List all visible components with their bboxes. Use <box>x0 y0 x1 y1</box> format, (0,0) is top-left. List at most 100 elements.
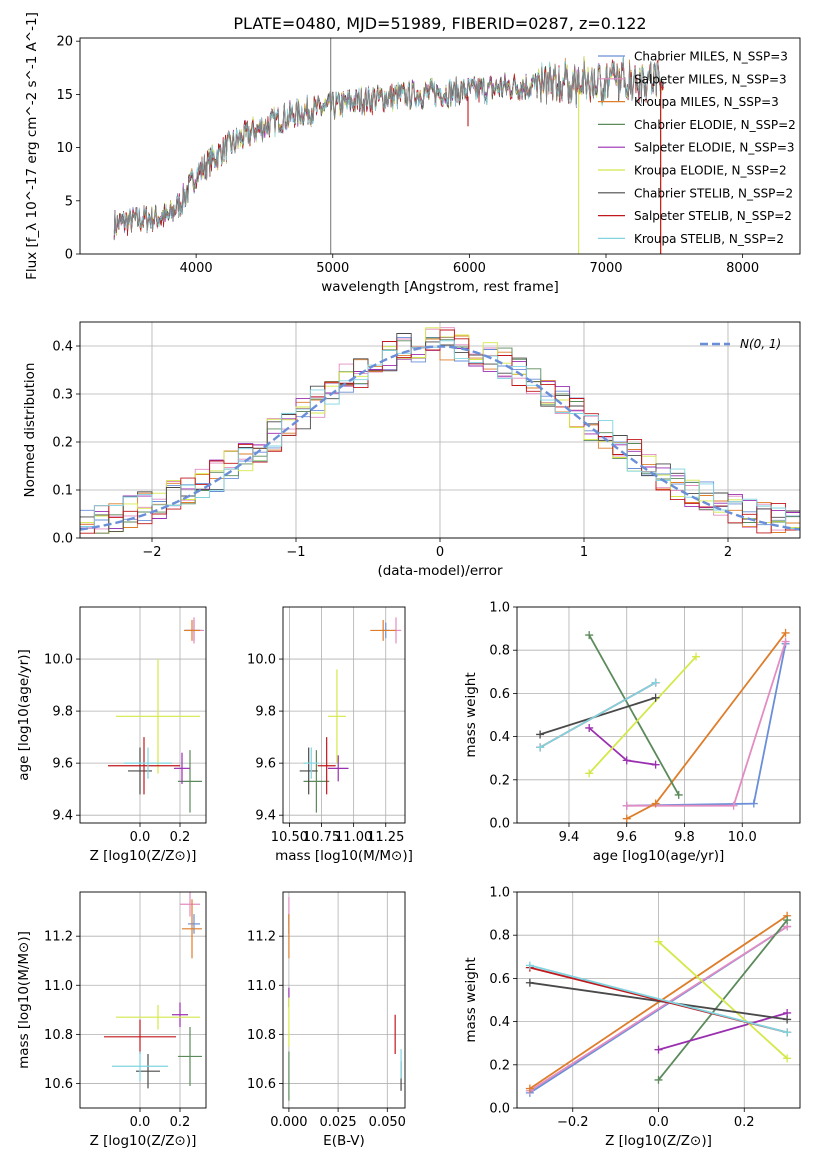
y-axis-label: mass weight <box>463 672 479 757</box>
figure-title: PLATE=0480, MJD=51989, FIBERID=0287, z=0… <box>233 14 646 33</box>
x-tick-label: 11.00 <box>335 830 372 845</box>
y-tick-label: 0.6 <box>489 687 510 702</box>
y-tick-label: 9.8 <box>52 705 73 720</box>
legend-entry-5: Kroupa ELODIE, N_SSP=2 <box>634 164 787 178</box>
y-tick-label: 1.0 <box>489 601 510 616</box>
weight-marker-6-0 <box>536 730 545 739</box>
y-tick-label: 0.4 <box>489 1015 510 1030</box>
y-tick-label: 0.4 <box>52 340 73 355</box>
weight-marker-4-0 <box>654 1045 663 1054</box>
axes-frame <box>79 606 207 824</box>
y-tick-label: 10.0 <box>44 653 73 668</box>
x-tick-label: 0.000 <box>270 1115 307 1130</box>
y-tick-label: 9.4 <box>52 809 73 824</box>
weight-line-5 <box>657 941 788 1059</box>
y-tick-label: 0.6 <box>489 972 510 987</box>
plot-area-mass_vs_ebv <box>288 896 402 1101</box>
weight-marker-6-1 <box>783 1015 792 1024</box>
plot-area-age_vs_mass <box>299 617 402 813</box>
y-tick-label: 0.0 <box>52 532 73 547</box>
weight-marker-5-0 <box>585 769 594 778</box>
x-tick-label: 9.8 <box>674 830 695 845</box>
axes-frame <box>516 606 801 824</box>
weight-marker-0-1 <box>749 799 758 808</box>
weight-line-4 <box>658 1012 788 1051</box>
y-tick-label: 20 <box>56 35 73 50</box>
x-tick-label: 0.0 <box>648 1115 669 1130</box>
panel-mass_vs_ebv: 0.000 0.025 0.050 10.6 10.8 11.0 11.2 E(B-V) <box>247 891 406 1149</box>
x-axis-label: E(B-V) <box>323 1133 365 1149</box>
weight-line-2 <box>529 915 788 1090</box>
weight-marker-1-2 <box>781 637 790 646</box>
y-tick-label: 9.8 <box>255 705 276 720</box>
weight-line-1 <box>529 925 788 1092</box>
x-tick-label: 5000 <box>316 261 349 276</box>
x-tick-label: 7000 <box>589 261 622 276</box>
weight-line-5 <box>588 656 697 774</box>
weight-marker-2-0 <box>525 1084 534 1093</box>
y-tick-label: 11.0 <box>247 979 276 994</box>
x-tick-label: 10.75 <box>303 830 340 845</box>
x-tick-label: −0.2 <box>557 1115 589 1130</box>
panel-weight_vs_Z: −0.2 0.0 0.2 0.0 0.2 0.4 0.6 0.8 1.0 Z [log10(Z/Z… <box>463 886 801 1149</box>
axes-frame <box>79 891 207 1109</box>
spectrum-legend: Chabrier MILES, N_SSP=3 Salpeter MILES, N… <box>598 50 796 246</box>
y-tick-label: 15 <box>56 88 73 103</box>
plot-area-residuals <box>80 327 800 534</box>
weight-marker-3-1 <box>783 916 792 925</box>
legend-entry-6: Chabrier STELIB, N_SSP=2 <box>634 186 793 200</box>
weight-marker-4-0 <box>585 723 594 732</box>
y-tick-label: 5 <box>65 194 73 209</box>
y-tick-label: 9.6 <box>255 757 276 772</box>
axes-frame <box>79 321 801 539</box>
weight-line-6 <box>539 696 656 736</box>
plot-area-weight_vs_Z <box>525 911 792 1097</box>
x-axis-label: Z [log10(Z/Z⊙)] <box>90 1133 197 1149</box>
weight-line-3 <box>588 634 680 796</box>
y-axis-label: Normed distribution <box>22 363 38 498</box>
y-axis-label: Flux [f_λ 10^-17 erg cm^-2 s^-1 A^-1] <box>24 12 40 280</box>
y-tick-label: 10 <box>56 141 73 156</box>
y-tick-label: 11.2 <box>44 930 73 945</box>
x-tick-label: 0.050 <box>369 1115 406 1130</box>
x-tick-label: 9.6 <box>616 830 637 845</box>
weight-marker-3-1 <box>674 790 683 799</box>
panel-mass_vs_Z: 0.0 0.2 10.6 10.8 11.0 11.2 Z [log10(Z/Z⊙)] mas… <box>16 891 207 1149</box>
y-tick-label: 0.8 <box>489 644 510 659</box>
x-tick-label: 6000 <box>453 261 486 276</box>
y-tick-label: 10.8 <box>44 1028 73 1043</box>
weight-line-8 <box>529 964 788 1034</box>
y-tick-label: 1.0 <box>489 886 510 901</box>
y-tick-label: 10.6 <box>247 1077 276 1092</box>
y-tick-label: 11.0 <box>44 979 73 994</box>
x-tick-label: 2 <box>724 545 732 560</box>
weight-marker-6-0 <box>525 978 534 987</box>
x-tick-label: 0.0 <box>130 830 151 845</box>
x-axis-label: wavelength [Angstrom, rest frame] <box>321 279 559 295</box>
x-tick-label: 9.4 <box>559 830 580 845</box>
legend-entry-0: Chabrier MILES, N_SSP=3 <box>634 50 788 64</box>
legend-entry-8: Kroupa STELIB, N_SSP=2 <box>634 232 784 246</box>
y-tick-label: 0.0 <box>489 817 510 832</box>
x-tick-label: 0.2 <box>170 1115 191 1130</box>
y-tick-label: 10.6 <box>44 1077 73 1092</box>
legend-entry-2: Kroupa MILES, N_SSP=3 <box>634 95 779 109</box>
x-axis-label: Z [log10(Z/Z⊙)] <box>90 848 197 864</box>
weight-marker-8-0 <box>536 743 545 752</box>
weight-marker-4-2 <box>651 760 660 769</box>
legend-entry-normal: N(0, 1) <box>740 337 781 351</box>
axes-frame <box>282 891 406 1109</box>
plot-area-weight_vs_age <box>536 628 790 823</box>
y-tick-label: 0.0 <box>489 1102 510 1117</box>
weight-marker-1-0 <box>622 801 631 810</box>
panel-spectrum: 4000 5000 6000 7000 8000 0 5 10 15 20 wavelength [… <box>24 12 801 295</box>
plot-area-spectrum <box>113 38 664 254</box>
axes-frame <box>79 37 801 255</box>
x-tick-label: 10.0 <box>728 830 757 845</box>
legend-entry-7: Salpeter STELIB, N_SSP=2 <box>634 209 792 223</box>
weight-marker-8-0 <box>525 961 534 970</box>
y-tick-label: 0.2 <box>52 436 73 451</box>
histogram-step-8 <box>80 340 800 529</box>
